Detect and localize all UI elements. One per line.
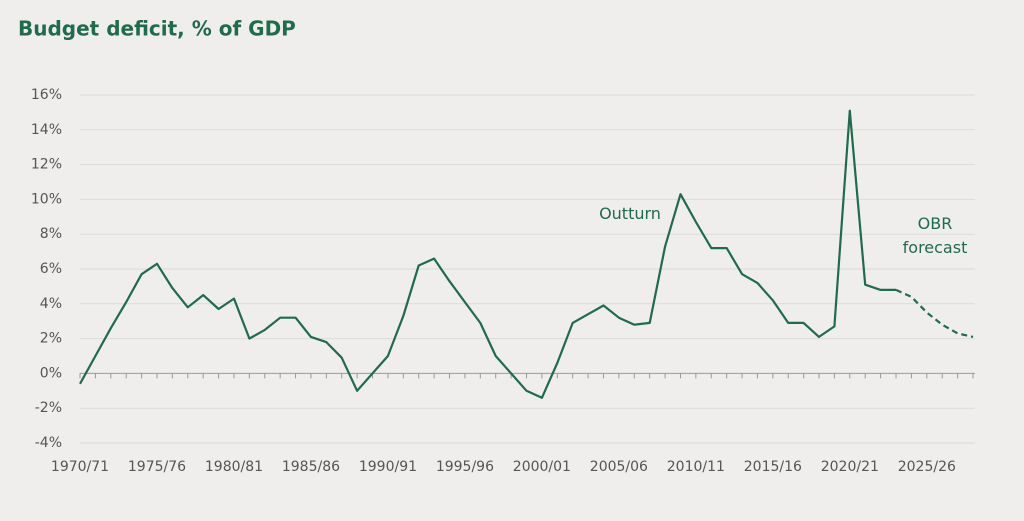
- y-tick-label: -2%: [35, 400, 62, 416]
- annotation: OBR forecast: [902, 214, 968, 257]
- y-tick-label: 2%: [40, 331, 62, 347]
- y-tick-label: 16%: [31, 87, 62, 103]
- x-tick-label: 2025/26: [898, 459, 956, 475]
- x-tick-label: 2000/01: [513, 459, 571, 475]
- x-tick-label: 2005/06: [590, 459, 648, 475]
- chart-title: Budget deficit, % of GDP: [18, 17, 296, 41]
- y-tick-label: 12%: [31, 157, 62, 173]
- y-tick-label: 14%: [31, 122, 62, 138]
- line: [79, 109, 896, 399]
- x-tick-label: 2015/16: [744, 459, 802, 475]
- x-tick-label: 1975/76: [128, 459, 186, 475]
- y-tick-label: 0%: [40, 365, 62, 381]
- x-tick-label: 1985/86: [282, 459, 340, 475]
- x-tick-label: 2010/11: [667, 459, 725, 475]
- line: [895, 288, 974, 338]
- y-tick-label: -4%: [35, 435, 62, 451]
- x-tick-label: 1980/81: [205, 459, 263, 475]
- x-tick-label: 1995/96: [436, 459, 494, 475]
- y-tick-label: 8%: [40, 226, 62, 242]
- y-tick-label: 4%: [40, 296, 62, 312]
- x-tick-label: 1990/91: [359, 459, 417, 475]
- x-tick-label: 1970/71: [51, 459, 109, 475]
- y-tick-label: 6%: [40, 261, 62, 277]
- x-tick-label: 2020/21: [821, 459, 879, 475]
- y-tick-label: 10%: [31, 191, 62, 207]
- annotation: Outturn: [599, 204, 661, 223]
